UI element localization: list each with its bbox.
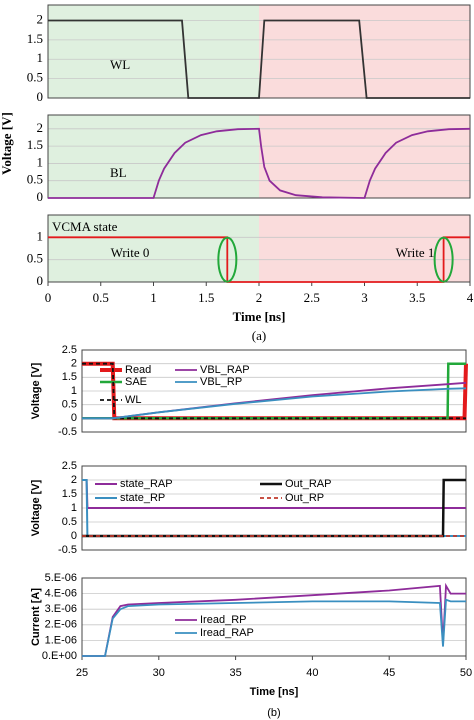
y-tick-label: 0.5 [62, 399, 77, 411]
region [48, 5, 259, 98]
x-tick-label: 45 [383, 667, 395, 679]
y-tick-label: 1.5 [62, 371, 77, 383]
y-tick-label: 1.5 [62, 488, 77, 500]
x-tick-label: 0.5 [93, 290, 109, 305]
legend-label: Iread_RAP [200, 627, 254, 639]
subplot: 0 0.5 1 1.5 2 WL Voltage [V] [0, 4, 471, 175]
y-tick-label: 1 [37, 50, 44, 65]
y-tick-label: 2 [71, 474, 77, 486]
series-line [82, 387, 467, 420]
region [259, 115, 470, 198]
series-line [48, 19, 470, 99]
y-axis-label: Current [A] [30, 588, 42, 646]
plot-frame [47, 114, 471, 199]
legend-label: state_RAP [120, 478, 173, 490]
y-tick-label: 2 [37, 11, 44, 26]
y-axis-label: Voltage [V] [30, 362, 42, 419]
annotation: BL [110, 165, 127, 180]
series-line [82, 598, 466, 657]
y-tick-label: 2.5 [62, 460, 77, 472]
annotation: Write 1 [396, 245, 435, 260]
legend-label: Iread_RP [200, 614, 246, 626]
x-tick-label: 30 [153, 667, 165, 679]
y-tick-label: 0 [71, 530, 77, 542]
subplot: -0.5 0 0.5 1 1.5 2 2.5 state_RAP state_RP Out_RAP… [30, 460, 467, 556]
subplot: 0 0.5 1 0 0.5 1 1.5 2 2.5 3 3.5 4 VCMA state Write 0 W… [27, 214, 474, 343]
highlight [433, 236, 454, 283]
annotation: WL [110, 57, 130, 72]
y-tick-label: 1.5 [27, 31, 43, 46]
subplot: 0 0.5 1 1.5 2 BL [27, 114, 471, 204]
x-tick-label: 1.5 [198, 290, 214, 305]
x-tick-label: 25 [76, 667, 88, 679]
y-tick-label: 0 [37, 89, 44, 104]
x-tick-label: 2.5 [304, 290, 320, 305]
x-tick-label: 4 [467, 290, 474, 305]
caption: (a) [252, 328, 266, 343]
annotation: Write 0 [111, 245, 150, 260]
series-line [82, 362, 466, 420]
series-line [82, 478, 466, 538]
x-tick-label: 50 [460, 667, 472, 679]
x-axis-label: Time [ns] [233, 309, 286, 324]
y-axis-label: Voltage [V] [30, 479, 42, 536]
y-tick-label: 1 [37, 154, 44, 169]
y-tick-label: -0.5 [58, 426, 77, 438]
region [259, 215, 470, 282]
y-tick-label: 1.E-06 [45, 634, 77, 646]
y-tick-label: 2 [37, 120, 44, 135]
series-line [48, 236, 470, 283]
y-tick-label: 0.E+00 [42, 650, 77, 662]
x-tick-label: 0 [45, 290, 52, 305]
y-tick-label: 1 [71, 502, 77, 514]
y-tick-label: 0 [37, 189, 44, 204]
y-tick-label: 0 [71, 412, 77, 424]
legend-label: WL [125, 394, 142, 406]
highlight [217, 236, 238, 283]
legend-label: VBL_RP [200, 376, 242, 388]
series-line [48, 127, 471, 199]
x-tick-label: 35 [229, 667, 241, 679]
region [48, 215, 259, 282]
y-tick-label: 2.E-06 [45, 619, 77, 631]
legend-label: state_RP [120, 492, 165, 504]
y-tick-label: 0.5 [62, 516, 77, 528]
y-axis-label: Voltage [V] [0, 112, 14, 175]
x-axis-label: Time [ns] [250, 686, 299, 698]
y-tick-label: 0 [37, 273, 44, 288]
y-tick-label: 3.E-06 [45, 603, 77, 615]
y-tick-label: 5.E-06 [45, 572, 77, 584]
caption: (b) [267, 707, 280, 719]
legend-label: Out_RP [285, 492, 324, 504]
y-tick-label: -0.5 [58, 544, 77, 556]
plot-frame [81, 577, 467, 657]
y-tick-label: 1.5 [27, 137, 43, 152]
y-tick-label: 0.5 [27, 70, 43, 85]
legend-label: Read [125, 364, 151, 376]
y-tick-label: 2.5 [62, 344, 77, 356]
x-tick-label: 1 [150, 290, 157, 305]
subplot: 0.E+00 1.E-06 2.E-06 3.E-06 4.E-06 5.E-06 25 30… [30, 572, 472, 719]
region [48, 115, 259, 198]
legend-label: SAE [125, 376, 147, 388]
y-tick-label: 0.5 [27, 172, 43, 187]
annotation: VCMA state [52, 219, 118, 234]
y-tick-label: 1 [37, 228, 44, 243]
legend-label: VBL_RAP [200, 364, 250, 376]
series-line [82, 582, 466, 657]
y-tick-label: 1 [71, 385, 77, 397]
y-tick-label: 4.E-06 [45, 588, 77, 600]
y-tick-label: 2 [71, 358, 77, 370]
y-tick-label: 0.5 [27, 251, 43, 266]
legend-label: Out_RAP [285, 478, 331, 490]
x-tick-label: 2 [256, 290, 263, 305]
series-line [82, 362, 466, 420]
x-tick-label: 3 [361, 290, 368, 305]
x-tick-label: 3.5 [409, 290, 425, 305]
x-tick-label: 40 [306, 667, 318, 679]
